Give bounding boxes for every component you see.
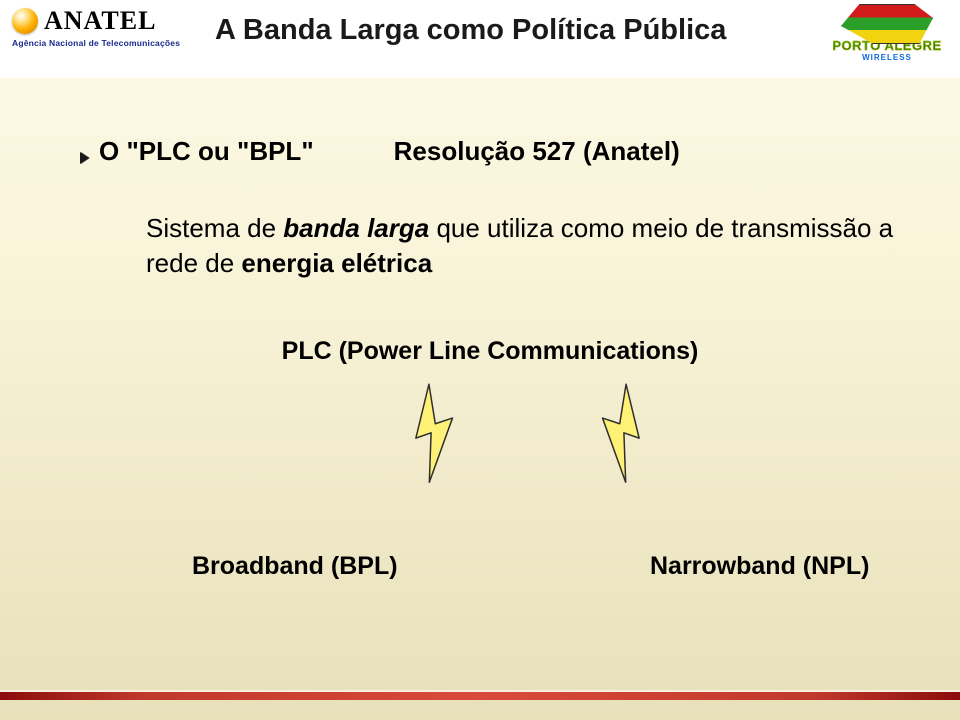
bullet-plc-text: O "PLC ou "BPL"	[99, 136, 314, 167]
bolt-shape-left	[405, 381, 464, 483]
bullet-resolution-text: Resolução 527 (Anatel)	[394, 136, 680, 167]
footer-divider	[0, 692, 960, 700]
desc-prefix: Sistema de	[146, 213, 283, 243]
broadband-label: Broadband (BPL)	[192, 552, 398, 581]
diagram-title: PLC (Power Line Communications)	[80, 337, 900, 366]
chevron-right-icon	[80, 152, 89, 164]
bolt-shape-right	[590, 381, 649, 483]
anatel-subtitle: Agência Nacional de Telecomunicações	[12, 38, 202, 48]
diagram-area: Broadband (BPL) Narrowband (NPL)	[80, 372, 900, 602]
anatel-globe-icon	[12, 8, 38, 34]
lightning-bolt-icon	[390, 376, 479, 488]
slide-title: A Banda Larga como Política Pública	[215, 14, 726, 47]
desc-bold-tail: energia elétrica	[241, 248, 432, 278]
porto-alegre-logo: PORTO ALEGRE WIRELESS	[822, 4, 952, 70]
lightning-bolt-icon	[575, 376, 664, 488]
bullet-plc: O "PLC ou "BPL"	[80, 136, 314, 167]
desc-italic: banda larga	[283, 213, 429, 243]
header-bar: ANATEL Agência Nacional de Telecomunicaç…	[0, 0, 960, 78]
narrowband-label: Narrowband (NPL)	[650, 552, 869, 581]
description-text: Sistema de banda larga que utiliza como …	[146, 211, 900, 281]
bullet-row: O "PLC ou "BPL" Resolução 527 (Anatel)	[80, 136, 900, 167]
slide-content: O "PLC ou "BPL" Resolução 527 (Anatel) S…	[0, 78, 960, 678]
anatel-logo: ANATEL Agência Nacional de Telecomunicaç…	[12, 6, 202, 70]
porto-subtitle: WIRELESS	[822, 53, 952, 62]
anatel-brand-text: ANATEL	[44, 6, 156, 36]
